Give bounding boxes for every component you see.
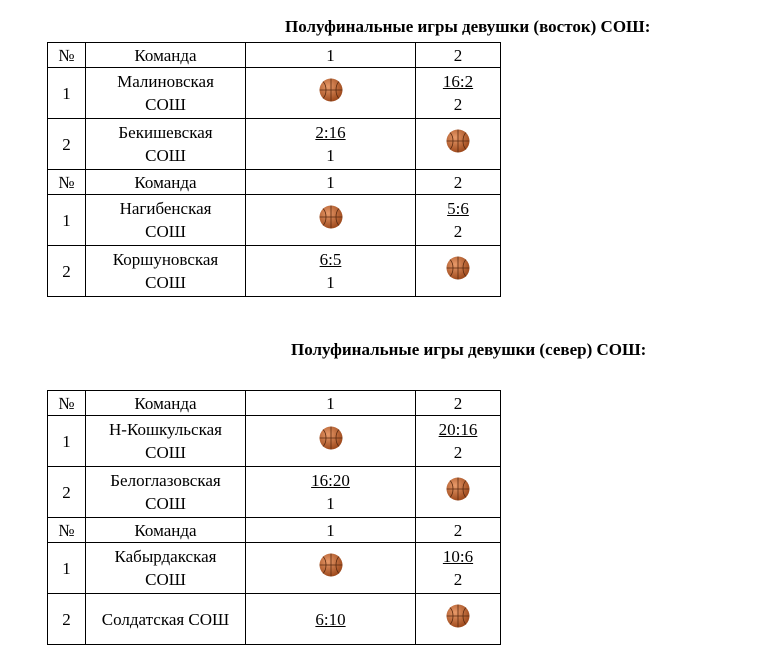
cell: 16:20 1 [245,466,416,518]
header-row: № Команда 1 2 [47,517,501,543]
place: 1 [326,146,335,165]
place: 2 [453,443,463,462]
game-row: 1 Малиновская СОШ 16:2 2 [47,67,501,119]
place: 2 [453,570,463,589]
cell: № [47,390,86,416]
score: 16:2 [442,72,474,91]
cell: Команда [85,42,246,68]
header-row: № Команда 1 2 [47,169,501,195]
cell [415,593,501,645]
cell: 2:16 1 [245,118,416,170]
section-title: Полуфинальные игры девушки (восток) СОШ: [285,17,651,36]
cell: Кабырдакская СОШ [85,542,246,594]
game-row: 2 Белоглазовская СОШ 16:20 1 [47,466,501,518]
cell [415,245,501,297]
ball-icon [446,477,470,501]
cell: Команда [85,390,246,416]
ball-icon [319,426,342,450]
results-table: № Команда 1 2 1 Н-Кошкульская СОШ 20:16 2 2 Белог… [47,390,501,645]
cell: Малиновская СОШ [85,67,246,119]
cell: Бекишевская СОШ [85,118,246,170]
header-row: № Команда 1 2 [47,42,501,68]
cell: 1 [47,194,86,246]
header-row: № Команда 1 2 [47,390,501,416]
ball-icon [446,604,470,628]
place: 2 [453,222,463,241]
cell: Нагибенская СОШ [85,194,246,246]
cell [245,67,416,119]
score: 6:5 [319,250,342,269]
cell: 2 [415,169,501,195]
cell: 2 [47,593,86,645]
game-row: 2 Коршуновская СОШ 6:5 1 [47,245,501,297]
ball-icon [319,78,342,102]
cell: 1 [245,42,416,68]
cell: 16:2 2 [415,67,501,119]
score: 20:16 [438,420,478,439]
cell: 2 [415,390,501,416]
cell: Команда [85,517,246,543]
cell: Коршуновская СОШ [85,245,246,297]
place: 1 [326,494,335,513]
cell: № [47,169,86,195]
place: 1 [326,273,335,292]
game-row: 2 Бекишевская СОШ 2:16 1 [47,118,501,170]
game-row: 1 Кабырдакская СОШ 10:6 2 [47,542,501,594]
cell [245,415,416,467]
cell: 2 [415,517,501,543]
ball-icon [319,205,342,229]
results-table: № Команда 1 2 1 Малиновская СОШ 16:2 2 2 Бекишевс… [47,42,501,297]
cell: 1 [245,517,416,543]
ball-icon [446,129,470,153]
cell [415,466,501,518]
cell: № [47,42,86,68]
cell: 1 [245,390,416,416]
cell: 2 [415,42,501,68]
cell: Команда [85,169,246,195]
cell: 2 [47,245,86,297]
cell: 6:5 1 [245,245,416,297]
score: 6:10 [315,609,346,629]
cell: 1 [47,67,86,119]
cell: № [47,517,86,543]
game-row: 1 Нагибенская СОШ 5:6 2 [47,194,501,246]
game-row: 1 Н-Кошкульская СОШ 20:16 2 [47,415,501,467]
cell: 5:6 2 [415,194,501,246]
score: 16:20 [311,471,350,490]
cell: 2 [47,466,86,518]
score: 5:6 [447,199,469,218]
cell: 1 [47,542,86,594]
cell [245,194,416,246]
place: 2 [453,95,463,114]
section-title: Полуфинальные игры девушки (север) СОШ: [291,340,647,359]
ball-icon [446,256,470,280]
cell: 1 [245,169,416,195]
score: 2:16 [315,123,346,142]
cell: Солдатская СОШ [85,593,246,645]
cell: 10:6 2 [415,542,501,594]
cell: 6:10 [245,593,416,645]
cell: 1 [47,415,86,467]
cell: 2 [47,118,86,170]
score: 10:6 [442,547,474,566]
game-row: 2 Солдатская СОШ 6:10 [47,593,501,645]
ball-icon [319,553,342,577]
cell [245,542,416,594]
cell: Белоглазовская СОШ [85,466,246,518]
cell: Н-Кошкульская СОШ [85,415,246,467]
cell [415,118,501,170]
cell: 20:16 2 [415,415,501,467]
